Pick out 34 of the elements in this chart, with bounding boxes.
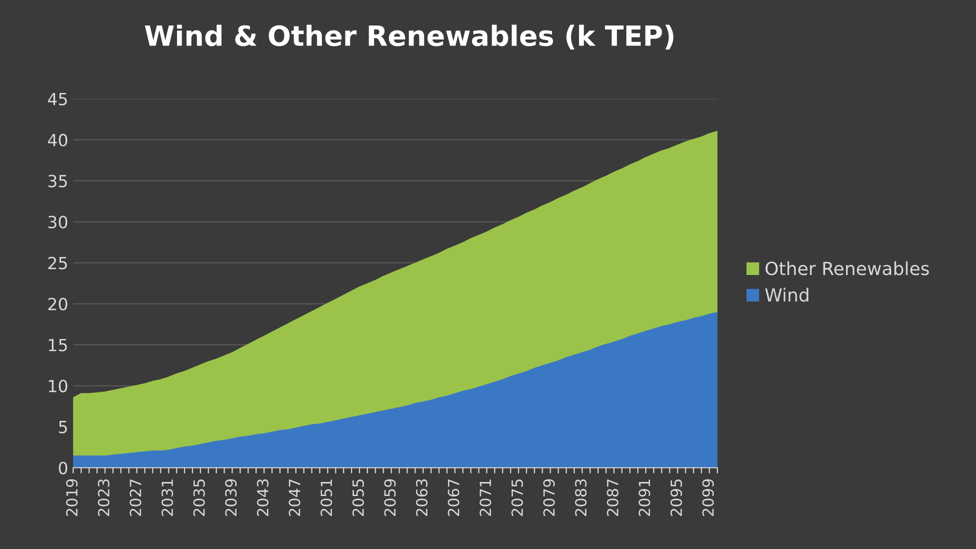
x-tick-label: 2083 xyxy=(575,479,587,516)
x-tick-label: 2027 xyxy=(130,479,142,516)
legend-label: Other Renewables xyxy=(766,261,929,276)
x-tick-label: 2051 xyxy=(320,480,332,516)
x-tick-label: 2075 xyxy=(511,480,523,516)
x-tick-label: 2071 xyxy=(480,480,492,516)
x-tick-label: 2087 xyxy=(606,479,618,516)
x-tick-label: 2095 xyxy=(670,480,682,516)
legend-label: Wind xyxy=(765,288,808,302)
y-tick-label: 35 xyxy=(48,174,67,188)
y-tick-label: 30 xyxy=(48,216,68,228)
x-tick-label: 2047 xyxy=(288,479,300,516)
y-tick-label: 45 xyxy=(48,93,67,106)
x-tick-label: 2067 xyxy=(448,479,460,516)
x-tick-label: 2035 xyxy=(193,480,205,516)
x-tick-label: 2039 xyxy=(225,479,237,516)
x-tick-label: 2019 xyxy=(66,479,78,516)
x-tick-label: 2031 xyxy=(162,480,174,516)
y-tick-label: 40 xyxy=(48,134,68,146)
y-tick-label: 20 xyxy=(48,298,68,310)
chart-title: Wind & Other Renewables (k TEP) xyxy=(144,24,674,50)
x-tick-label: 2091 xyxy=(638,480,650,516)
x-tick-label: 2023 xyxy=(98,479,110,516)
x-tick-label: 2063 xyxy=(416,479,428,516)
x-tick-label: 2055 xyxy=(352,480,364,516)
y-tick-label: 15 xyxy=(48,338,67,352)
x-tick-label: 2059 xyxy=(384,479,396,516)
y-tick-label: 10 xyxy=(48,380,68,392)
x-tick-label: 2079 xyxy=(543,479,555,516)
x-tick-label: 2043 xyxy=(256,479,268,516)
y-tick-label: 5 xyxy=(59,420,67,434)
y-tick-label: 0 xyxy=(58,462,68,474)
y-tick-label: 25 xyxy=(48,256,67,270)
x-tick-label: 2099 xyxy=(702,479,714,516)
